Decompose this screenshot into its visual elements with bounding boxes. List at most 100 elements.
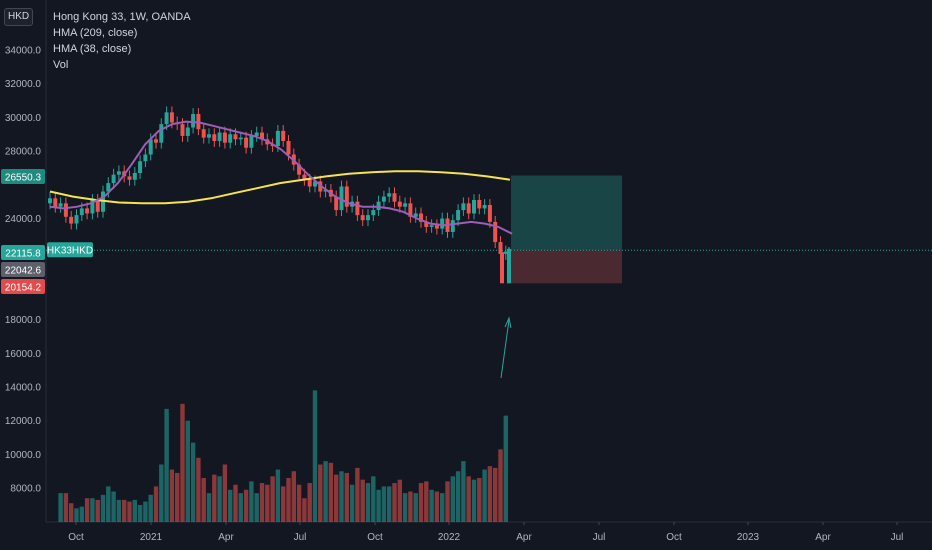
volume-bar <box>487 466 493 522</box>
last-candle-body <box>507 248 511 284</box>
candle-body <box>307 179 312 187</box>
x-tick-label: Jul <box>593 532 606 543</box>
y-tick-label: 32000.0 <box>5 79 42 90</box>
candle-body <box>466 203 471 214</box>
price-label-stop: 20154.2 <box>1 279 45 294</box>
candle-body <box>79 208 84 216</box>
volume-bar <box>196 457 201 522</box>
volume-bar <box>249 481 254 522</box>
volume-bar <box>222 464 228 522</box>
volume-bar <box>355 467 360 522</box>
candle-body <box>313 181 317 187</box>
volume-bar <box>286 477 291 522</box>
volume-bar <box>344 472 349 522</box>
volume-bar <box>243 489 249 522</box>
indicator-hma-38[interactable]: HMA (38, close) <box>53 43 132 55</box>
volume-bar <box>100 494 106 522</box>
volume-bar <box>291 471 296 522</box>
chart-legend: Hong Kong 33, 1W, OANDA HMA (209, close)… <box>53 9 191 73</box>
candle-body <box>148 139 153 155</box>
volume-bar <box>69 503 74 522</box>
candle-body <box>498 242 503 254</box>
candle-body <box>48 198 52 204</box>
volume-bar <box>434 491 440 522</box>
candle-body <box>371 210 376 216</box>
candle-body <box>217 132 222 141</box>
x-tick-label: Apr <box>218 532 234 543</box>
y-tick-label: 14000.0 <box>5 383 42 394</box>
price-label-neutral: 22042.6 <box>1 262 45 277</box>
y-tick-label: 28000.0 <box>5 147 42 158</box>
volume-bar <box>376 489 381 522</box>
indicator-hma-209[interactable]: HMA (209, close) <box>53 27 138 39</box>
volume-bar <box>275 469 281 522</box>
candle-body <box>111 174 116 184</box>
volume-bar <box>466 476 471 522</box>
candle-body <box>477 199 482 209</box>
price-label-bg <box>1 279 45 294</box>
volume-bar <box>143 501 148 522</box>
candle-body <box>244 137 249 148</box>
prev-candle-body <box>500 252 504 284</box>
candle-body <box>254 132 259 136</box>
volume-bar <box>201 477 206 522</box>
candle-body <box>159 124 164 143</box>
candle-body <box>355 201 360 216</box>
candle-body <box>434 225 439 229</box>
symbol-title[interactable]: Hong Kong 33, 1W, OANDA <box>53 11 191 23</box>
symbol-tag-text: HK33HKD <box>47 246 93 257</box>
volume-bar <box>254 493 259 522</box>
price-label-text: 22115.8 <box>5 249 41 260</box>
volume-bar <box>233 484 238 522</box>
x-tick-label: Apr <box>815 532 831 543</box>
price-label-current: 22115.8 <box>1 245 45 260</box>
x-tick-label: Jul <box>294 532 307 543</box>
volume-bar <box>228 489 233 522</box>
volume-bar <box>365 483 371 522</box>
candle-body <box>323 189 328 192</box>
volume-bar <box>334 474 339 522</box>
price-label-target: 26550.3 <box>1 169 45 184</box>
volume-bar <box>381 486 387 522</box>
price-label-bg <box>1 245 45 260</box>
volume-bar <box>482 469 487 522</box>
symbol-tag-bg <box>47 242 93 258</box>
y-tick-label: 16000.0 <box>5 349 42 360</box>
volume-bar <box>302 498 307 522</box>
candle-body <box>53 198 58 207</box>
candle-body <box>334 196 339 211</box>
candle-body <box>381 196 386 202</box>
volume-bar <box>74 508 79 522</box>
candle-body <box>387 193 392 197</box>
candle-body <box>397 201 402 207</box>
indicator-volume[interactable]: Vol <box>53 59 69 71</box>
candle-body <box>127 176 132 180</box>
volume-bar <box>296 484 302 522</box>
x-tick-label: Jul <box>891 532 904 543</box>
volume-bar <box>265 484 270 522</box>
volume-bar <box>397 479 402 522</box>
x-tick-label: Oct <box>666 532 682 543</box>
candle-body <box>191 114 196 128</box>
volume-bar <box>212 474 217 522</box>
candle-body <box>360 215 365 221</box>
candle-body <box>403 203 408 207</box>
volume-bar <box>175 472 180 522</box>
volume-bar <box>132 499 137 522</box>
volume-bar <box>217 476 222 522</box>
volume-bar <box>148 494 153 522</box>
volume-bar <box>450 476 455 522</box>
candle-body <box>429 225 434 227</box>
y-tick-label: 12000.0 <box>5 416 42 427</box>
volume-bar <box>111 491 116 522</box>
volume-bar <box>477 477 482 522</box>
volume-bar <box>185 420 190 522</box>
volume-bar <box>281 486 286 522</box>
candle-body <box>228 134 233 143</box>
currency-selector[interactable]: HKD <box>4 8 34 26</box>
volume-bar <box>392 483 397 522</box>
volume-bar <box>190 442 196 522</box>
volume-bar <box>106 486 111 522</box>
